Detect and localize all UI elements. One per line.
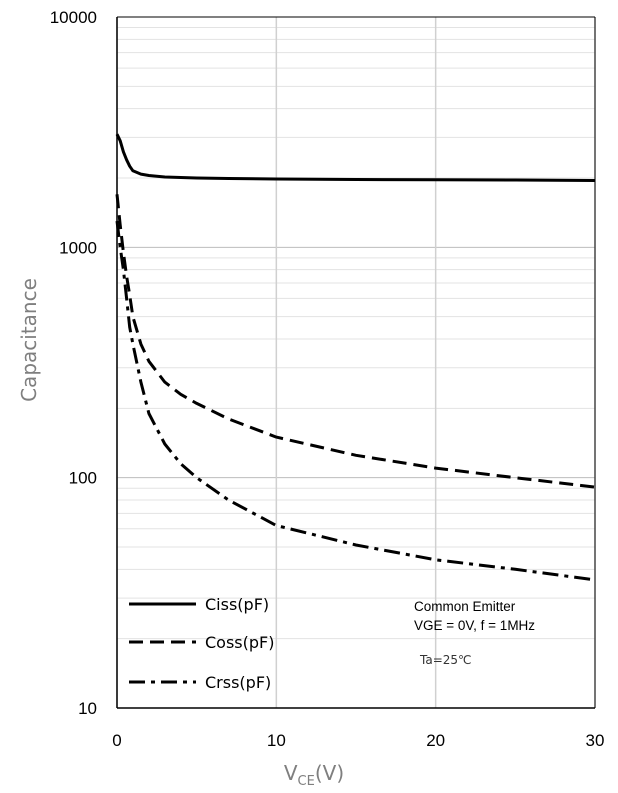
- legend-label-coss: Coss(pF): [205, 633, 274, 652]
- y-tick-label: 1000: [59, 238, 97, 257]
- legend-label-ciss: Ciss(pF): [205, 595, 269, 614]
- y-tick-label: 100: [69, 469, 97, 488]
- series-line-ciss: [115, 133, 596, 182]
- series-line-crss: [115, 220, 596, 582]
- legend-label-crss: Crss(pF): [205, 673, 271, 692]
- x-tick-label: 20: [426, 731, 445, 750]
- y-axis-title: Capacitance: [17, 278, 41, 402]
- x-axis-title: VCE(V): [284, 761, 344, 789]
- note-common-emitter: Common Emitter: [414, 599, 516, 614]
- x-axis-title-sub: CE: [298, 774, 315, 789]
- x-tick-label: 10: [267, 731, 286, 750]
- y-tick-label: 10000: [50, 8, 97, 27]
- plot-frame: [116, 16, 596, 709]
- x-axis-title-unit: (V): [315, 761, 344, 785]
- note-vge-frequency: VGE = 0V, f = 1MHz: [414, 618, 535, 633]
- series-line-coss: [115, 194, 596, 489]
- tick-labels: 10 100 1000 10000 0 10 20 30: [50, 8, 605, 750]
- x-tick-label: 0: [112, 731, 121, 750]
- note-temperature: Ta=25℃: [419, 653, 472, 667]
- y-tick-label: 10: [78, 699, 97, 718]
- legend: Ciss(pF) Coss(pF) Crss(pF): [129, 595, 274, 692]
- x-axis-title-main: V: [284, 761, 298, 785]
- test-conditions: Common Emitter VGE = 0V, f = 1MHz Ta=25℃: [414, 599, 535, 667]
- series-lines: [115, 133, 596, 582]
- x-tick-label: 30: [586, 731, 605, 750]
